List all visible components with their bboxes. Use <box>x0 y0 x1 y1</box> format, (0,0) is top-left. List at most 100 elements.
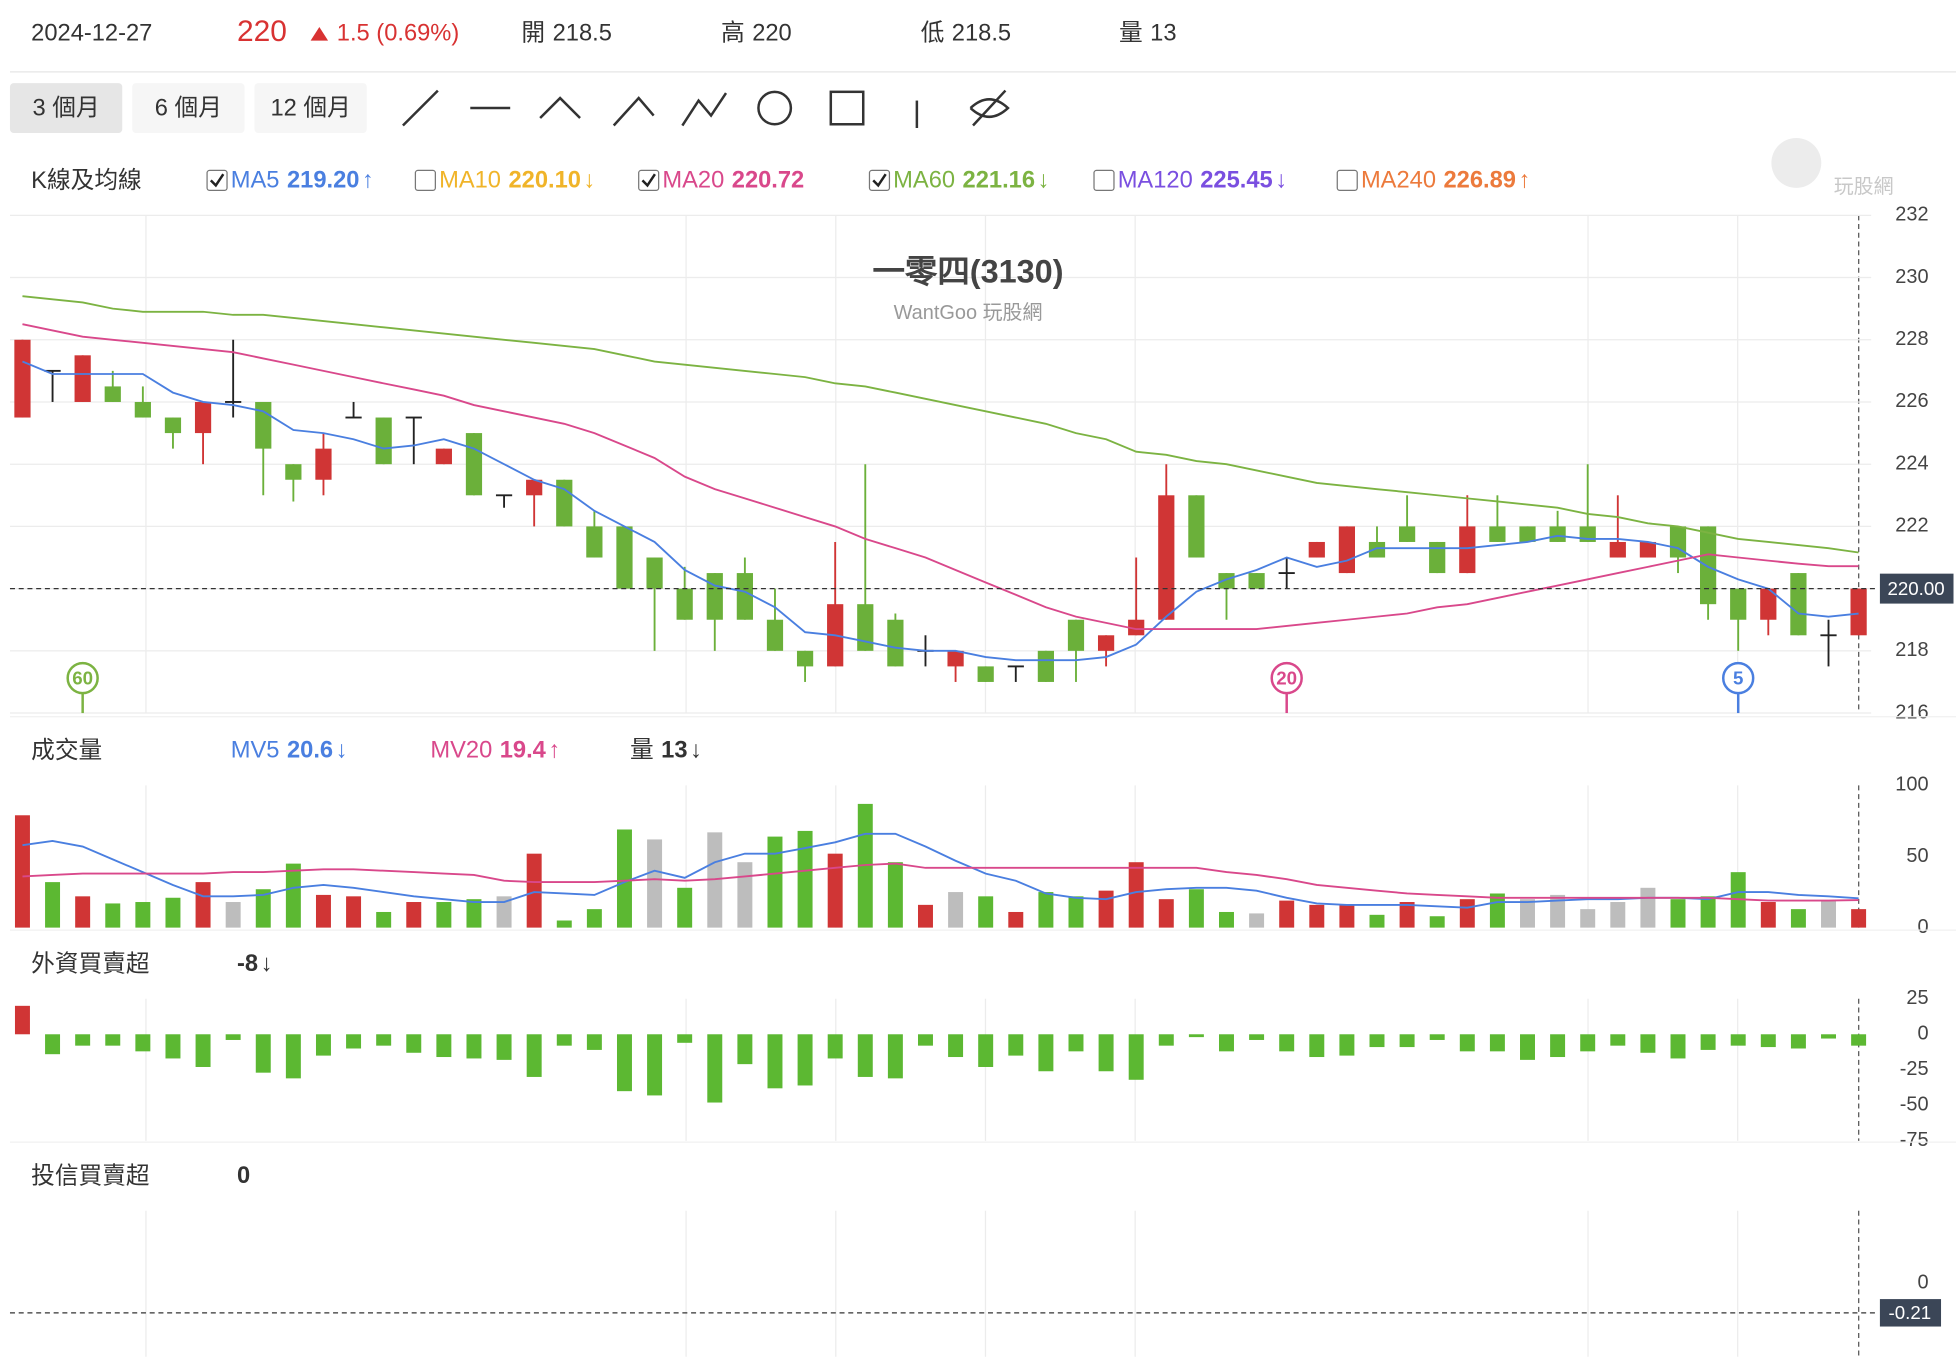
bar <box>1249 913 1265 928</box>
ma-line <box>22 295 1859 554</box>
legend-entry-part: ↑ <box>548 738 560 764</box>
bar <box>948 892 964 928</box>
bar <box>556 920 572 928</box>
bar <box>586 1034 602 1050</box>
legend-entry: MV5 20.6 ↓ <box>231 738 348 764</box>
candle-body <box>465 433 483 496</box>
bar <box>1851 909 1867 928</box>
candle-body <box>947 650 964 667</box>
checkbox[interactable] <box>638 169 660 192</box>
candle-body <box>1338 526 1356 574</box>
bar <box>1008 911 1024 928</box>
candle-body <box>285 464 302 480</box>
check <box>872 173 887 188</box>
bar <box>376 1034 392 1046</box>
legend-entry-part: MV20 <box>430 738 492 764</box>
candle-body <box>495 494 513 497</box>
bar <box>1790 1034 1806 1049</box>
y-tick-label: 218 <box>1895 639 1928 661</box>
candle-body <box>1037 650 1054 682</box>
legend-entry: MA240 226.89 ↑ <box>1361 168 1530 194</box>
range-button[interactable] <box>254 83 367 133</box>
bar <box>135 1034 151 1052</box>
checkbox[interactable] <box>206 169 228 192</box>
bar <box>1730 1034 1746 1046</box>
legend-entry: MA120 225.45 ↓ <box>1118 168 1287 194</box>
bar <box>1640 1034 1656 1053</box>
y-tick-label: -50 <box>1900 1094 1929 1116</box>
tool-angle[interactable] <box>539 96 581 119</box>
y-tick-label: 0 <box>1917 1271 1928 1293</box>
candle-body <box>706 573 723 620</box>
tool-abc[interactable] <box>612 96 655 127</box>
candle-body <box>1790 573 1807 636</box>
bar <box>466 899 482 928</box>
range-label[interactable]: 3 個月 <box>33 95 100 122</box>
range-label[interactable]: 6 個月 <box>155 95 222 122</box>
bar <box>1219 1034 1234 1052</box>
bar <box>1369 914 1385 928</box>
candle-body <box>616 526 633 589</box>
legend-entry-part: 226.89 <box>1444 168 1516 194</box>
candle-body <box>1218 573 1235 589</box>
date: 2024-12-27 <box>31 21 152 47</box>
bar <box>1459 1034 1475 1052</box>
panel-value-part: ↓ <box>261 951 273 977</box>
tool-circle[interactable] <box>757 90 793 126</box>
candle-body <box>1248 573 1265 589</box>
bar <box>1068 1034 1084 1052</box>
bar <box>105 1034 121 1046</box>
checkbox[interactable] <box>414 169 436 192</box>
tool-hide[interactable] <box>969 89 1010 127</box>
checkbox[interactable] <box>1093 169 1115 192</box>
candle-body <box>1007 665 1024 668</box>
bar <box>1580 909 1596 928</box>
candle-body <box>1549 526 1566 542</box>
bar <box>1489 1034 1505 1052</box>
header: 2024-12-27 220 1.5 (0.69%) <box>9 15 1956 73</box>
candle-body <box>1278 572 1295 575</box>
bar <box>1670 899 1686 928</box>
bar <box>1429 916 1445 928</box>
bar <box>165 1034 181 1059</box>
bar <box>616 1034 632 1092</box>
candle-body <box>1459 526 1476 574</box>
checkbox[interactable] <box>868 169 891 192</box>
legend-entry-part: 225.45 <box>1200 168 1272 194</box>
marker <box>66 661 99 695</box>
bar <box>1700 1034 1716 1050</box>
last-price-label: 220.00 <box>1887 578 1944 599</box>
logo-mark <box>1771 137 1822 188</box>
tool-abcd[interactable] <box>681 92 728 127</box>
candle-body <box>796 650 814 667</box>
range-label[interactable]: 12 個月 <box>270 95 350 122</box>
legend-entry-part: 219.20 <box>287 168 359 194</box>
legend-entry-part: ↑ <box>362 168 374 194</box>
up-icon <box>310 26 329 41</box>
y-tick-label: 228 <box>1895 328 1928 350</box>
candle-body <box>435 448 452 465</box>
candle-body <box>1128 619 1145 636</box>
header-stat: 低 218.5 <box>921 20 1011 47</box>
tool-rect[interactable] <box>829 90 865 126</box>
bar <box>1640 887 1656 928</box>
bar <box>526 1034 542 1077</box>
tool-line[interactable] <box>402 89 439 127</box>
bar <box>1219 911 1234 928</box>
bar <box>1038 892 1054 928</box>
panel-value: 0 <box>237 1163 250 1189</box>
header-stat-part: 220 <box>752 21 792 47</box>
header-stat-part: 開 <box>521 21 545 47</box>
legend-entry: MA5 219.20 ↑ <box>231 168 374 194</box>
candle-body <box>526 479 543 496</box>
header-stat-part: 量 <box>1119 21 1143 47</box>
drawing-tools[interactable] <box>402 89 1010 129</box>
bar <box>225 902 241 928</box>
bar <box>827 853 843 928</box>
bar <box>45 1034 61 1055</box>
range-button[interactable] <box>9 83 123 133</box>
legend-entry-part: MA5 <box>231 168 280 194</box>
bar <box>1550 894 1566 928</box>
checkbox[interactable] <box>1336 169 1358 192</box>
range-button[interactable] <box>132 83 245 133</box>
